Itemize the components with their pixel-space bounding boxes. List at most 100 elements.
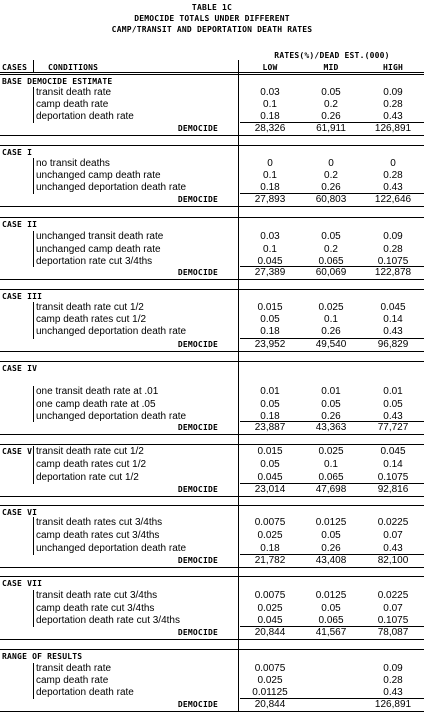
rate-value: 0.0225 (377, 517, 409, 528)
total-value: 43,408 (315, 555, 347, 566)
rate-value: 0.2 (324, 99, 338, 110)
total-value: 82,100 (377, 555, 409, 566)
rate-value: 0.43 (383, 687, 403, 698)
section-bottom-rule (0, 206, 424, 207)
rate-value: 0.05 (260, 399, 280, 410)
total-value: 28,326 (254, 123, 286, 134)
total-value: 126,891 (374, 699, 412, 710)
rate-value: 0.01 (260, 386, 280, 397)
rate-value: 0.0125 (315, 517, 347, 528)
rate-value: 0.05 (321, 399, 341, 410)
total-value: 23,887 (254, 422, 286, 433)
condition: unchanged camp death rate (36, 244, 161, 255)
rate-value: 0.015 (257, 302, 283, 313)
total-rule (240, 421, 424, 422)
title-line: DEMOCIDE TOTALS UNDER DIFFERENT (134, 14, 290, 23)
total-label: DEMOCIDE (177, 124, 218, 133)
condition: unchanged deportation death rate (36, 543, 187, 554)
total-label: DEMOCIDE (177, 268, 218, 277)
rate-value: 0.18 (260, 411, 280, 422)
case-rule (33, 302, 34, 339)
case-label: CASE VII (2, 579, 43, 588)
total-label: DEMOCIDE (177, 628, 218, 637)
total-value: 96,829 (377, 339, 409, 350)
total-label: DEMOCIDE (177, 485, 218, 494)
rate-value: 0.14 (383, 459, 403, 470)
header-cases: CASES (2, 63, 28, 72)
total-value: 122,646 (374, 194, 412, 205)
condition: transit death rate (36, 663, 112, 674)
rate-value: 0.28 (383, 99, 403, 110)
condition: deportation death rate cut 3/4ths (36, 615, 180, 626)
section-bottom-rule (0, 496, 424, 497)
case-label: CASE III (2, 292, 43, 301)
rate-value: 0.1075 (377, 472, 409, 483)
total-rule (240, 122, 424, 123)
condition: one transit death rate at .01 (36, 386, 159, 397)
condition: transit death rate (36, 87, 112, 98)
total-value: 60,803 (315, 194, 347, 205)
rate-value: 0.03 (260, 231, 280, 242)
title-line: TABLE 1C (191, 3, 233, 12)
rate-value: 0.26 (321, 326, 341, 337)
total-rule (240, 483, 424, 484)
condition: deportation death rate (36, 687, 134, 698)
rate-value: 0.1075 (377, 256, 409, 267)
column-rule (33, 60, 34, 73)
header-rates: RATES(%)/DEAD EST.(000) (274, 51, 390, 60)
case-label: BASE DEMOCIDE ESTIMATE (2, 77, 113, 86)
section-rule (0, 217, 424, 218)
case-rule (33, 663, 34, 699)
section-rule (0, 289, 424, 290)
section-rule (0, 444, 424, 445)
section-rule (0, 361, 424, 362)
total-value: 23,014 (254, 484, 286, 495)
rate-value: 0.01 (383, 386, 403, 397)
total-label: DEMOCIDE (177, 195, 218, 204)
rate-value: 0.025 (318, 302, 344, 313)
rate-value: 0.43 (383, 326, 403, 337)
column-rule (238, 60, 239, 712)
total-value: 49,540 (315, 339, 347, 350)
total-value: 21,782 (254, 555, 286, 566)
condition: unchanged transit death rate (36, 231, 164, 242)
rate-value: 0.26 (321, 543, 341, 554)
condition: camp death rate cut 3/4ths (36, 603, 155, 614)
header-column: LOW (262, 63, 278, 72)
rate-value: 0.05 (260, 314, 280, 325)
rate-value: 0.015 (257, 446, 283, 457)
section-rule (0, 145, 424, 146)
rate-value: 0.43 (383, 543, 403, 554)
section-rule (0, 74, 424, 75)
rate-value: 0.1 (263, 170, 277, 181)
condition: deportation death rate (36, 111, 134, 122)
section-rule (0, 505, 424, 506)
rate-value: 0.09 (383, 231, 403, 242)
rate-value: 0.045 (257, 615, 283, 626)
rate-value: 0.05 (321, 231, 341, 242)
rate-value: 0.025 (257, 603, 283, 614)
total-value: 60,069 (315, 267, 347, 278)
rate-value: 0 (267, 158, 273, 169)
rate-value: 0.43 (383, 182, 403, 193)
rate-value: 0.05 (260, 459, 280, 470)
rate-value: 0.0225 (377, 590, 409, 601)
rate-value: 0.065 (318, 256, 344, 267)
condition: one camp death rate at .05 (36, 399, 156, 410)
total-label: DEMOCIDE (177, 423, 218, 432)
total-label: DEMOCIDE (177, 340, 218, 349)
total-value: 20,844 (254, 699, 286, 710)
case-label: CASE VI (2, 508, 38, 517)
rate-value: 0 (390, 158, 396, 169)
rate-value: 0.26 (321, 411, 341, 422)
total-value: 27,389 (254, 267, 286, 278)
condition: camp death rates cut 1/2 (36, 314, 147, 325)
total-value: 23,952 (254, 339, 286, 350)
header-rule (0, 72, 424, 73)
case-rule (33, 386, 34, 422)
rate-value: 0.28 (383, 244, 403, 255)
rate-value: 0.03 (260, 87, 280, 98)
condition: camp death rates cut 3/4ths (36, 530, 160, 541)
rate-value: 0.05 (383, 399, 403, 410)
